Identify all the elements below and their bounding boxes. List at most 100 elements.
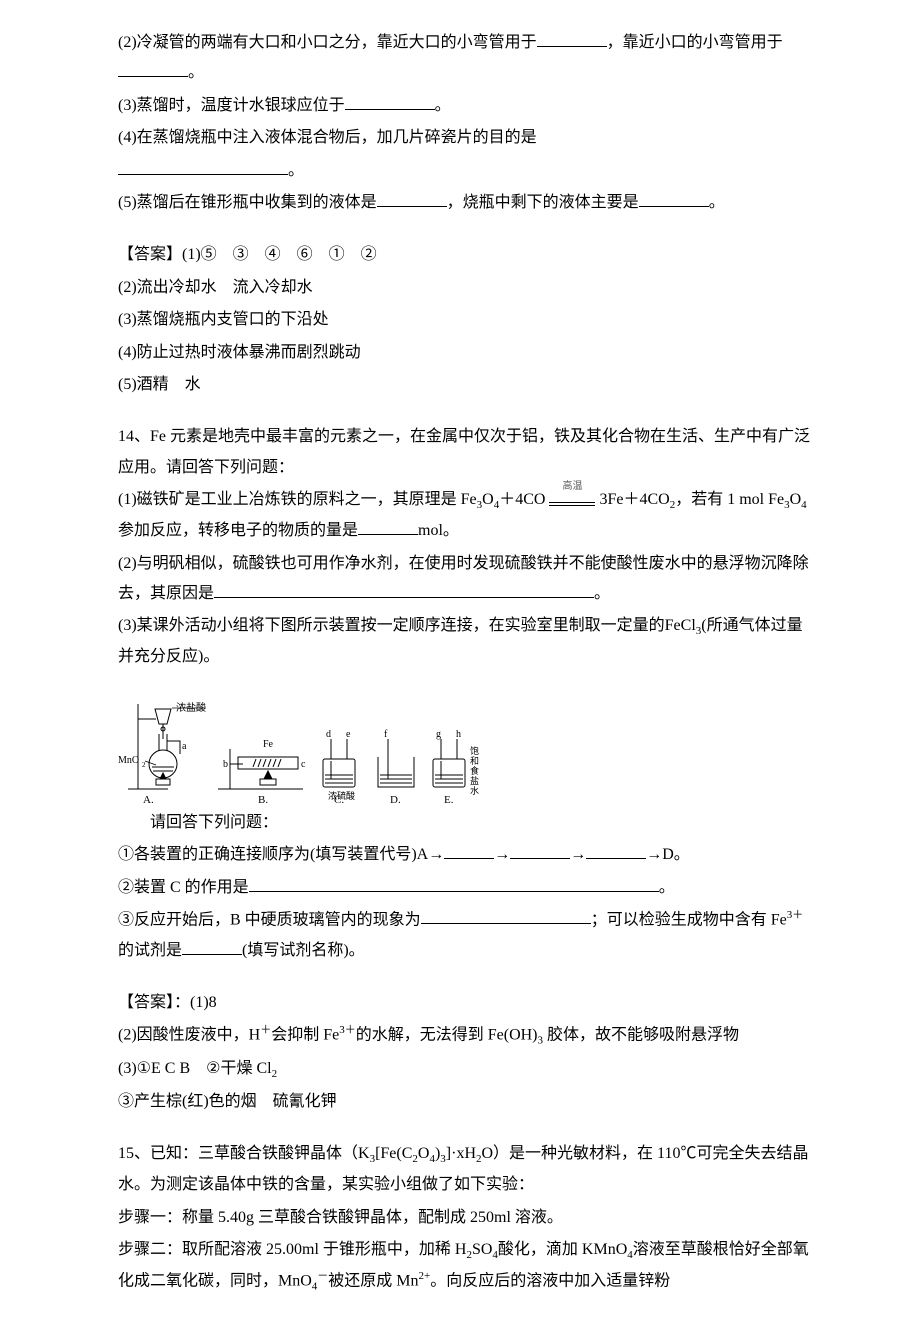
- text: (4)在蒸馏烧瓶中注入液体混合物后，加几片碎瓷片的目的是: [118, 129, 537, 146]
- label-c: c: [301, 759, 306, 770]
- text: (3)蒸馏时，温度计水银球应位于: [118, 97, 345, 114]
- label-A: A.: [143, 794, 154, 804]
- blank: [358, 518, 418, 536]
- blank: [249, 874, 659, 892]
- ans13-line3: (3)蒸馏烧瓶内支管口的下沿处: [118, 305, 810, 335]
- label-E: E.: [444, 794, 454, 804]
- text: (1)8: [190, 994, 217, 1011]
- text: 的试剂是: [118, 942, 182, 959]
- label-g: g: [436, 729, 441, 740]
- blank: [118, 60, 188, 78]
- blank: [510, 842, 570, 860]
- ans13-line5: (5)酒精 水: [118, 370, 810, 400]
- label-fe: Fe: [263, 739, 274, 750]
- text: 。: [435, 97, 451, 114]
- arrow-label: 高温: [549, 477, 595, 496]
- text: (3)某课外活动小组将下图所示装置按一定顺序连接，在实验室里制取一定量的FeCl: [118, 617, 696, 634]
- ans13-line2: (2)流出冷却水 流入冷却水: [118, 273, 810, 303]
- text: 被还原成 Mn: [328, 1273, 418, 1290]
- text: ①各装置的正确连接顺序为(填写装置代号)A→: [118, 846, 444, 863]
- apparatus-diagram: 浓盐酸 a MnO 2 b c Fe: [118, 679, 810, 804]
- text: 步骤二：取所配溶液 25.00ml 于锥形瓶中，加稀 H: [118, 1241, 466, 1258]
- label-hcl: 浓盐酸: [176, 701, 206, 714]
- ans14-line4: ③产生棕(红)色的烟 硫氰化钾: [118, 1087, 810, 1117]
- sup: 2+: [419, 1270, 431, 1282]
- q15-p1: 15、已知：三草酸合铁酸钾晶体（K3[Fe(C2O4)3]·xH2O）是一种光敏…: [118, 1139, 810, 1200]
- q14-p1: (1)磁铁矿是工业上冶炼铁的原料之一，其原理是 Fe3O4＋4CO 高温 3Fe…: [118, 485, 810, 546]
- q13-part2: (2)冷凝管的两端有大口和小口之分，靠近大口的小弯管用于 ，靠近小口的小弯管用于。: [118, 28, 810, 89]
- text: 会抑制 Fe: [271, 1027, 339, 1044]
- svg-text:盐: 盐: [470, 775, 479, 786]
- q15-p2: 步骤一：称量 5.40g 三草酸合铁酸钾晶体，配制成 250ml 溶液。: [118, 1203, 810, 1233]
- label-f: f: [384, 729, 388, 740]
- text: mol。: [418, 522, 459, 539]
- text: (1)⑤ ③ ④ ⑥ ① ②: [182, 246, 377, 263]
- label-D: D.: [390, 794, 401, 804]
- ans13-line4: (4)防止过热时液体暴沸而剧烈跳动: [118, 338, 810, 368]
- svg-text:和: 和: [470, 756, 479, 766]
- answer-header: 【答案】：: [118, 994, 190, 1011]
- q14-after-diag: 请回答下列问题：: [118, 808, 810, 838]
- text: ③反应开始后，B 中硬质玻璃管内的现象为: [118, 911, 421, 928]
- blank: [639, 189, 709, 207]
- text: ②装置 C 的作用是: [118, 879, 249, 896]
- sup: 3＋: [787, 909, 804, 921]
- text: (3)①E C B ②干燥 Cl: [118, 1060, 272, 1077]
- label-C: C.: [334, 794, 344, 804]
- reaction-arrow: 高温: [549, 485, 595, 515]
- text: (5)蒸馏后在锥形瓶中收集到的液体是: [118, 194, 377, 211]
- text: ，烧瓶中剩下的液体主要是: [447, 194, 639, 211]
- svg-text:食: 食: [470, 765, 479, 776]
- blank: [421, 907, 591, 925]
- q14-sub3: ③反应开始后，B 中硬质玻璃管内的现象为 ；可以检验生成物中含有 Fe3＋ 的试剂是…: [118, 905, 810, 966]
- text: ，若有 1 mol Fe: [675, 491, 784, 508]
- label-b: b: [223, 759, 228, 770]
- q14-sub1: ①各装置的正确连接顺序为(填写装置代号)A→→→→D。: [118, 840, 810, 870]
- text: 。: [659, 879, 675, 896]
- text: ＋4CO: [499, 491, 545, 508]
- q14-stem: 14、Fe 元素是地壳中最丰富的元素之一，在金属中仅次于铝，铁及其化合物在生活、…: [118, 422, 810, 483]
- text: 胶体，故不能够吸附悬浮物: [543, 1027, 739, 1044]
- text: →: [494, 846, 510, 863]
- diagram-svg: 浓盐酸 a MnO 2 b c Fe: [118, 679, 518, 804]
- svg-text:水: 水: [470, 785, 479, 796]
- label-e: e: [346, 729, 351, 740]
- blank: [182, 937, 242, 955]
- text: O: [482, 491, 494, 508]
- text: 。: [594, 585, 610, 602]
- answer-header: 【答案】: [118, 246, 182, 263]
- text: (2)冷凝管的两端有大口和小口之分，靠近大口的小弯管用于: [118, 34, 537, 51]
- blank: [586, 842, 646, 860]
- text: 。: [188, 64, 204, 81]
- blank: [118, 157, 288, 175]
- label-a: a: [182, 741, 187, 752]
- text: 参加反应，转移电子的物质的量是: [118, 522, 358, 539]
- blank: [214, 580, 594, 598]
- q14-sub2: ②装置 C 的作用是 。: [118, 873, 810, 903]
- blank: [377, 189, 447, 207]
- text: →: [570, 846, 586, 863]
- text: 。向反应后的溶液中加入适量锌粉: [430, 1273, 670, 1290]
- ans13-line1: 【答案】(1)⑤ ③ ④ ⑥ ① ②: [118, 240, 810, 270]
- text: 酸化，滴加 KMnO: [498, 1241, 627, 1258]
- label-mno2: MnO: [118, 755, 139, 766]
- ans14-line3: (3)①E C B ②干燥 Cl2: [118, 1054, 810, 1085]
- q15-p3: 步骤二：取所配溶液 25.00ml 于锥形瓶中，加稀 H2SO4酸化，滴加 KM…: [118, 1235, 810, 1297]
- text: (1)磁铁矿是工业上冶炼铁的原料之一，其原理是 Fe: [118, 491, 477, 508]
- text: ]·xH: [446, 1145, 476, 1162]
- ans14-line1: 【答案】：(1)8: [118, 988, 810, 1018]
- text: ，靠近小口的小弯管用于: [607, 34, 783, 51]
- text: ；可以检验生成物中含有 Fe: [591, 911, 787, 928]
- text: (填写试剂名称)。: [242, 942, 365, 959]
- q13-part5: (5)蒸馏后在锥形瓶中收集到的液体是，烧瓶中剩下的液体主要是。: [118, 188, 810, 218]
- label-nacl: 饱: [470, 745, 479, 756]
- blank: [537, 29, 607, 47]
- label-h: h: [456, 729, 461, 740]
- text: 3Fe＋4CO: [599, 491, 669, 508]
- text: 15、已知：三草酸合铁酸钾晶体（K: [118, 1145, 370, 1162]
- blank: [345, 92, 435, 110]
- text: O: [418, 1145, 430, 1162]
- ans14-line2: (2)因酸性废液中，H＋会抑制 Fe3＋的水解，无法得到 Fe(OH)3 胶体，…: [118, 1020, 810, 1051]
- q13-part4-blank: 。: [118, 156, 810, 186]
- sup: －: [317, 1270, 328, 1282]
